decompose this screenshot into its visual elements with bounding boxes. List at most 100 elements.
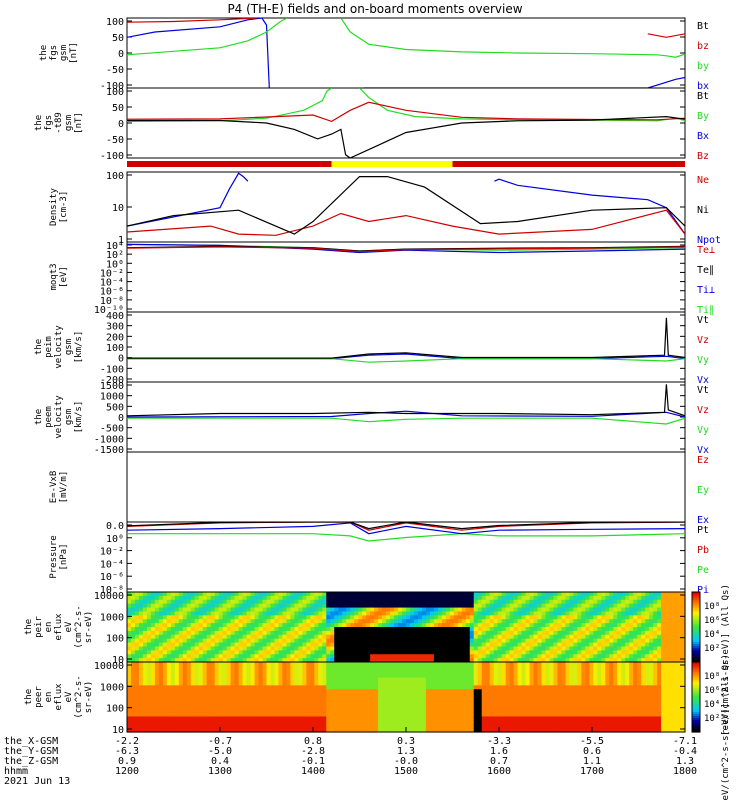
legend-entry: Vz — [697, 405, 709, 416]
x-axis-row-label: the_Y-GSM — [4, 746, 58, 757]
y-axis-label: the — [24, 689, 34, 705]
y-axis-label: [nPa] — [59, 543, 69, 570]
colorbar-cell — [692, 678, 700, 681]
colorbar-cell — [692, 684, 700, 687]
colorbar-cell — [692, 638, 700, 641]
colorbar-label: [eV/(cm^2-s-sr-eV)] (All Qs) — [721, 584, 731, 736]
colorbar-cell — [692, 682, 700, 685]
series-line-By — [359, 88, 685, 122]
y-tick-label: 10⁰ — [106, 259, 124, 270]
y-tick-label: 10 — [112, 203, 124, 214]
colorbar-cell — [692, 670, 700, 673]
y-tick-label: 10⁻⁴ — [100, 278, 124, 289]
colorbar-cell — [692, 694, 700, 697]
x-tick-label: 0.8 — [304, 736, 322, 747]
y-tick-label: -1000 — [94, 434, 124, 445]
y-tick-label: 10² — [106, 250, 124, 261]
colorbar-cell — [692, 688, 700, 691]
series-line-Pt — [127, 522, 685, 530]
legend-entry: Bz — [697, 151, 709, 162]
colorbar-cell — [692, 618, 700, 621]
y-axis-label: (cm^2-s- — [74, 675, 84, 718]
y-tick-label: 50 — [112, 103, 124, 114]
y-axis-label: [nT] — [69, 42, 79, 64]
y-tick-label: -50 — [106, 135, 124, 146]
y-axis-label: [eV] — [59, 266, 69, 288]
panel-density: 100 10 1 Density [cm-3] Ne Ni Npot — [49, 171, 721, 246]
y-axis-label: [nT] — [74, 112, 84, 134]
y-axis-label: E=-VxB — [49, 471, 59, 504]
y-tick-label: 10⁴ — [106, 241, 124, 252]
legend-entry: Te⊥ — [697, 245, 715, 256]
colorbar-cell — [692, 646, 700, 649]
y-axis-label: velocity — [54, 325, 64, 369]
colorbar-cell — [692, 662, 700, 665]
y-axis-label: peim — [44, 336, 54, 358]
y-tick-label: 10⁻⁴ — [100, 559, 124, 570]
colorbar-cell — [692, 652, 700, 655]
status-bar-red — [452, 161, 685, 167]
legend-entry: Ti∥ — [697, 305, 714, 316]
colorbar-cell — [692, 650, 700, 653]
y-axis-label: Pressure — [49, 535, 59, 578]
colorbar-tick-label: 10⁴ — [704, 700, 720, 710]
y-tick-label: -200 — [100, 375, 124, 386]
y-tick-label: 10000 — [94, 591, 124, 602]
y-tick-label: 10 — [112, 655, 124, 666]
y-axis-label: moqt3 — [49, 263, 59, 290]
colorbar-cell — [692, 710, 700, 713]
x-tick-label: 1.3 — [397, 746, 415, 757]
series-line-bx — [127, 18, 270, 88]
legend-entry: Vy — [697, 425, 709, 436]
y-tick-label: 1500 — [100, 381, 124, 392]
y-axis-label: [cm-3] — [59, 191, 69, 224]
x-tick-label: -3.3 — [487, 736, 511, 747]
y-axis-label: [km/s] — [74, 401, 84, 434]
legend-entry: by — [697, 61, 709, 72]
x-tick-label: -0.1 — [301, 756, 325, 767]
panel-frame — [126, 311, 686, 383]
series-line-Bt — [127, 115, 685, 158]
series-line-Vy — [127, 417, 685, 425]
x-tick-label: -6.3 — [115, 746, 139, 757]
series-line-Vy — [127, 358, 685, 363]
panel-fgs: 100 50 0 -50 -100 the fgs gsm [nT] Bt bz by bx — [39, 17, 709, 92]
legend-entry: Pb — [697, 545, 709, 556]
y-tick-label: 1000 — [100, 682, 124, 693]
colorbar-cell — [692, 636, 700, 639]
panel-peer: 10⁸ 10⁶ 10⁴ 10² [eV/(cm^2-s-sr-eV)] (All Qs)… — [24, 654, 731, 800]
colorbar-cell — [692, 698, 700, 701]
y-axis-label: [km/s] — [74, 331, 84, 364]
panel-frame — [126, 451, 686, 523]
series-line-bz — [647, 33, 685, 38]
series-line-by — [127, 18, 288, 56]
series-line-Pe — [127, 533, 685, 542]
colorbar-tick-label: 10⁶ — [704, 686, 720, 696]
colorbar-cell — [692, 712, 700, 715]
legend-entry: Ti⊥ — [697, 285, 715, 296]
colorbar-tick-label: 10⁸ — [704, 672, 720, 682]
series-line-bz — [127, 18, 258, 23]
panel-frame — [126, 87, 686, 159]
series-line-Te⊥ — [127, 246, 685, 253]
y-tick-label: 1 — [118, 235, 124, 246]
y-axis-label: gsm — [64, 409, 74, 425]
legend-entry: Bx — [697, 131, 709, 142]
colorbar-cell — [692, 594, 700, 597]
y-axis-label: gsm — [64, 115, 74, 131]
x-tick-label: -5.5 — [580, 736, 604, 747]
colorbar-cell — [692, 714, 700, 717]
status-bar-yellow — [331, 161, 453, 167]
y-axis-label: the — [34, 115, 44, 131]
y-tick-label: 0.0 — [106, 521, 124, 532]
colorbar-cell — [692, 632, 700, 635]
y-tick-label: 200 — [106, 332, 124, 343]
colorbar-cell — [692, 686, 700, 689]
panel-frame — [126, 17, 686, 89]
colorbar-cell — [692, 702, 700, 705]
colorbar-cell — [692, 596, 700, 599]
legend-entry: Ey — [697, 485, 709, 496]
